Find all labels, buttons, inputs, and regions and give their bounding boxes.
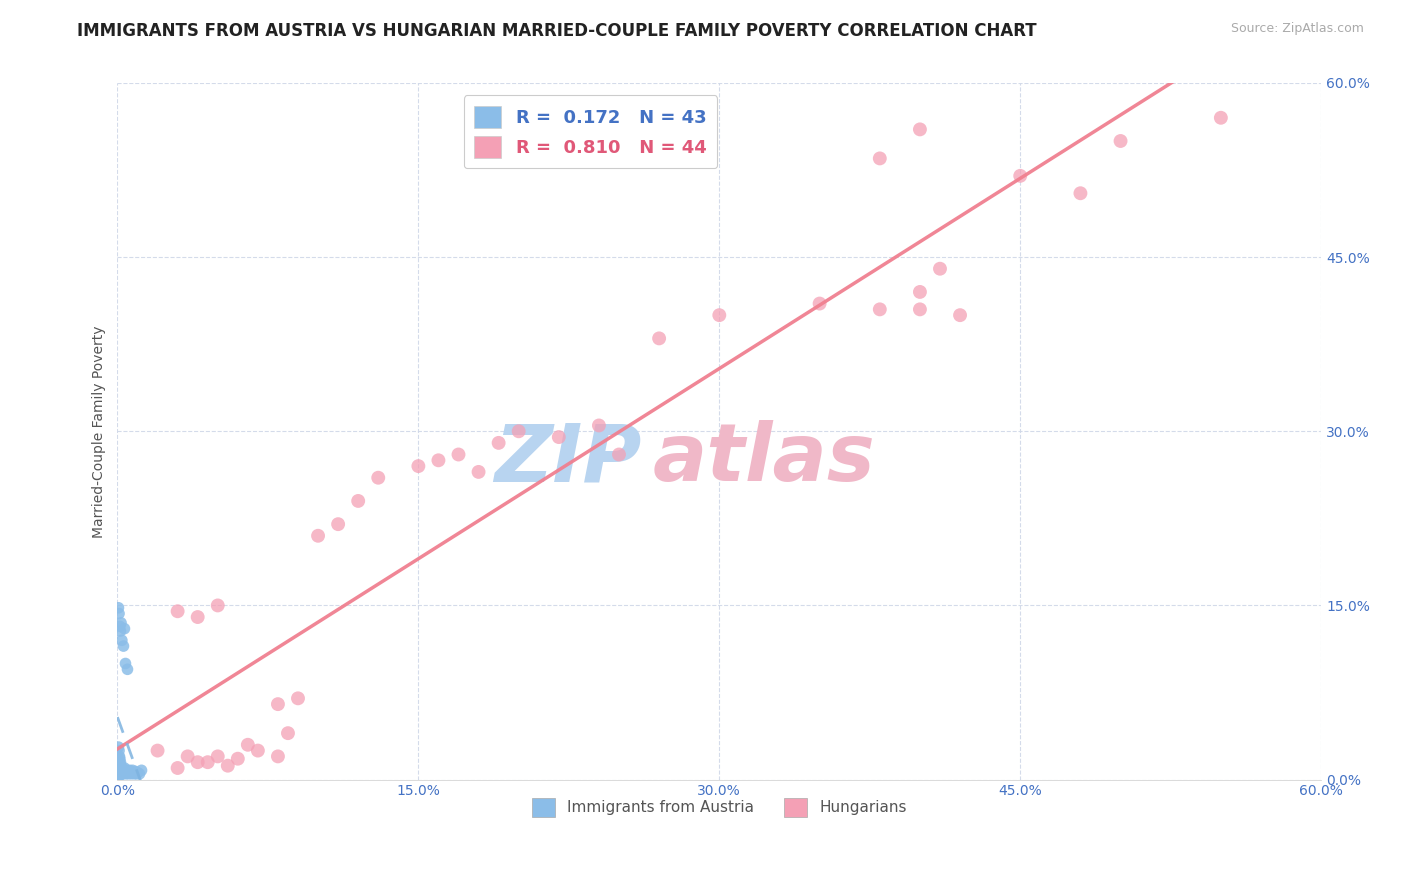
Point — [124, 766, 146, 780]
Point — [107, 769, 129, 783]
Point — [187, 610, 209, 624]
Point — [118, 764, 141, 778]
Point — [307, 529, 329, 543]
Point — [107, 772, 129, 786]
Point — [187, 755, 209, 769]
Text: Source: ZipAtlas.com: Source: ZipAtlas.com — [1230, 22, 1364, 36]
Point — [108, 749, 131, 764]
Point — [115, 766, 138, 780]
Point — [124, 764, 146, 779]
Point — [929, 261, 952, 276]
Point — [447, 448, 470, 462]
Point — [547, 430, 569, 444]
Point — [112, 766, 135, 780]
Point — [267, 697, 290, 711]
Point — [110, 624, 132, 638]
Point — [347, 494, 370, 508]
Point — [277, 726, 299, 740]
Point — [125, 766, 148, 780]
Point — [114, 765, 136, 780]
Point — [588, 418, 610, 433]
Point — [114, 657, 136, 671]
Point — [488, 436, 510, 450]
Point — [120, 764, 142, 779]
Point — [108, 743, 131, 757]
Point — [326, 517, 349, 532]
Point — [1010, 169, 1032, 183]
Point — [267, 749, 290, 764]
Point — [226, 752, 249, 766]
Point — [108, 607, 131, 621]
Point — [128, 766, 150, 780]
Point — [949, 308, 972, 322]
Point — [107, 740, 129, 755]
Point — [117, 662, 139, 676]
Point — [1209, 111, 1232, 125]
Point — [908, 302, 931, 317]
Point — [117, 766, 139, 780]
Text: ZIP: ZIP — [494, 420, 641, 498]
Point — [111, 633, 134, 648]
Point — [207, 749, 229, 764]
Point — [908, 122, 931, 136]
Point — [207, 599, 229, 613]
Point — [111, 764, 134, 779]
Point — [114, 761, 136, 775]
Point — [112, 639, 135, 653]
Point — [112, 764, 135, 778]
Point — [869, 152, 891, 166]
Point — [107, 600, 129, 615]
Point — [111, 764, 134, 778]
Point — [408, 459, 430, 474]
Point — [146, 743, 169, 757]
Point — [110, 761, 132, 775]
Point — [114, 622, 136, 636]
Point — [121, 766, 143, 780]
Y-axis label: Married-Couple Family Poverty: Married-Couple Family Poverty — [93, 325, 107, 538]
Text: atlas: atlas — [654, 420, 876, 498]
Point — [246, 743, 269, 757]
Point — [197, 755, 219, 769]
Point — [127, 765, 149, 780]
Point — [367, 471, 389, 485]
Point — [508, 424, 530, 438]
Point — [110, 615, 132, 630]
Point — [217, 758, 239, 772]
Point — [1069, 186, 1091, 201]
Point — [107, 770, 129, 784]
Point — [287, 691, 309, 706]
Point — [166, 761, 188, 775]
Point — [869, 302, 891, 317]
Text: IMMIGRANTS FROM AUSTRIA VS HUNGARIAN MARRIED-COUPLE FAMILY POVERTY CORRELATION C: IMMIGRANTS FROM AUSTRIA VS HUNGARIAN MAR… — [77, 22, 1038, 40]
Point — [108, 619, 131, 633]
Point — [107, 770, 129, 784]
Point — [110, 758, 132, 772]
Point — [115, 764, 138, 778]
Point — [427, 453, 450, 467]
Point — [107, 768, 129, 782]
Point — [1109, 134, 1132, 148]
Point — [607, 448, 630, 462]
Point — [808, 296, 831, 310]
Point — [122, 765, 145, 780]
Point — [467, 465, 489, 479]
Point — [709, 308, 731, 322]
Point — [117, 764, 139, 779]
Point — [121, 764, 143, 778]
Point — [648, 331, 671, 345]
Legend: Immigrants from Austria, Hungarians: Immigrants from Austria, Hungarians — [524, 790, 915, 824]
Point — [908, 285, 931, 299]
Point — [166, 604, 188, 618]
Point — [108, 752, 131, 766]
Point — [236, 738, 259, 752]
Point — [131, 764, 153, 778]
Point — [176, 749, 198, 764]
Point — [110, 755, 132, 769]
